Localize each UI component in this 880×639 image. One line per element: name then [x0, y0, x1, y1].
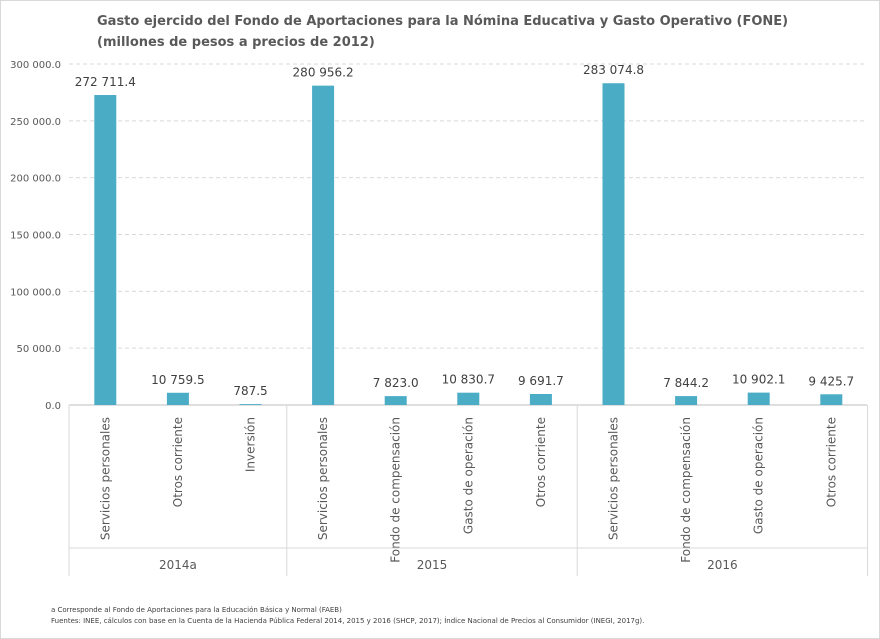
chart-title: Gasto ejercido del Fondo de Aportaciones… [97, 14, 789, 50]
bar [239, 404, 262, 405]
bar [602, 83, 625, 405]
bar [820, 394, 843, 405]
category-label: Servicios personales [607, 417, 621, 540]
data-label: 10 902.1 [732, 373, 785, 387]
category-label: Fondo de compensación [679, 417, 693, 563]
data-label: 7 844.2 [663, 376, 709, 390]
category-label: Inversión [244, 417, 258, 472]
bar [457, 392, 480, 405]
bar [312, 85, 335, 405]
data-label: 787.5 [233, 384, 267, 398]
footnotes: a Corresponde al Fondo de Aportaciones p… [51, 605, 644, 627]
footnote-sources: Fuentes: INEE, cálculos con base en la C… [51, 617, 645, 625]
bar [166, 392, 189, 405]
category-label: Fondo de compensación [389, 417, 403, 563]
category-label: Otros corriente [534, 417, 548, 507]
group-label: 2016 [707, 558, 738, 572]
y-tick-label: 150 000.0 [10, 231, 61, 242]
data-label: 9 691.7 [518, 374, 564, 388]
data-label: 7 823.0 [373, 376, 419, 390]
group-label: 2014a [159, 558, 197, 572]
bar [747, 392, 770, 405]
data-label: 9 425.7 [808, 374, 854, 388]
y-tick-label: 200 000.0 [10, 174, 61, 185]
category-label: Gasto de operación [752, 417, 766, 534]
bar [94, 95, 117, 406]
group-label: 2015 [417, 558, 448, 572]
data-label: 272 711.4 [75, 75, 136, 89]
category-label: Servicios personales [98, 417, 112, 540]
y-tick-label: 300 000.0 [10, 60, 61, 71]
data-label: 283 074.8 [583, 63, 644, 77]
category-label: Gasto de operación [461, 417, 475, 534]
data-label: 10 830.7 [442, 373, 495, 387]
bar [529, 393, 552, 405]
y-tick-label: 50 000.0 [16, 344, 61, 355]
y-tick-label: 250 000.0 [10, 117, 61, 128]
data-label: 280 956.2 [293, 66, 354, 80]
bar [384, 396, 407, 405]
category-label: Servicios personales [316, 417, 330, 540]
y-tick-label: 0.0 [45, 401, 61, 412]
footnote-a: a Corresponde al Fondo de Aportaciones p… [51, 606, 342, 614]
category-label: Otros corriente [171, 417, 185, 507]
category-label: Otros corriente [824, 417, 838, 507]
y-tick-label: 100 000.0 [10, 287, 61, 298]
bar [675, 396, 698, 405]
data-label: 10 759.5 [151, 373, 204, 387]
